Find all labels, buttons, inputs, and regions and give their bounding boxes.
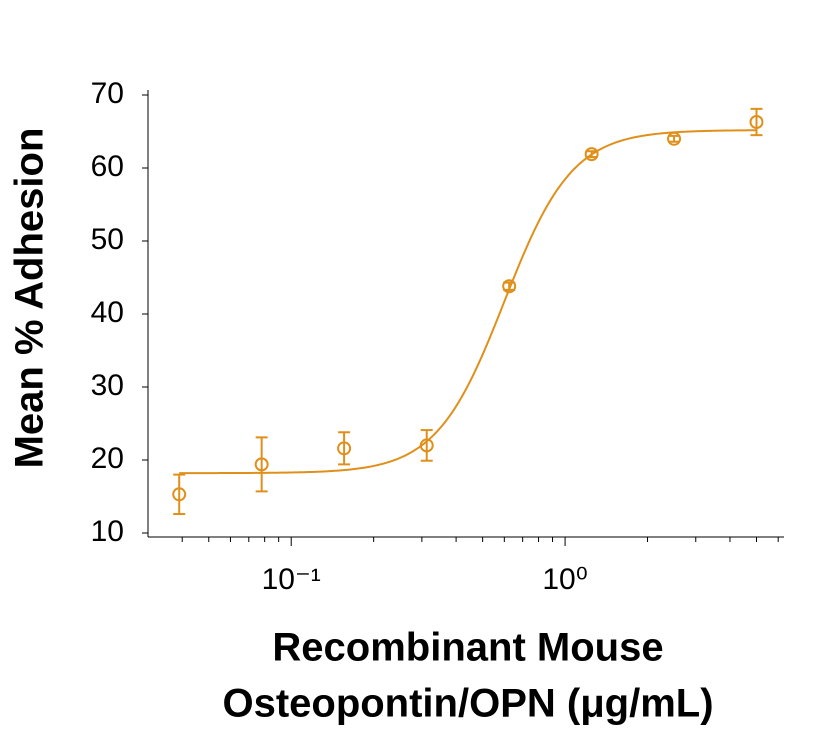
data-point bbox=[749, 115, 764, 130]
data-point bbox=[419, 438, 434, 453]
error-bar bbox=[503, 281, 516, 291]
fit-curve bbox=[179, 129, 757, 475]
data-point bbox=[172, 487, 187, 502]
y-tick-label: 70 bbox=[91, 77, 124, 110]
y-tick-label: 30 bbox=[91, 369, 124, 402]
data-point bbox=[667, 131, 682, 146]
y-tick-label: 10 bbox=[91, 515, 124, 548]
data-point bbox=[337, 441, 352, 456]
y-tick-label: 20 bbox=[91, 442, 124, 475]
data-point bbox=[254, 457, 269, 472]
error-bar bbox=[750, 107, 763, 137]
y-tick-label: 60 bbox=[91, 150, 124, 183]
error-bar bbox=[173, 473, 186, 516]
y-tick-label: 40 bbox=[91, 296, 124, 329]
x-axis-title: Osteopontin/OPN (μg/mL) bbox=[222, 682, 713, 726]
error-bar bbox=[420, 429, 433, 462]
data-point bbox=[584, 147, 599, 162]
y-axis-title: Mean % Adhesion bbox=[8, 128, 52, 469]
error-bar bbox=[585, 150, 598, 159]
x-tick-label: 10⁻¹ bbox=[262, 563, 321, 596]
x-axis-title: Recombinant Mouse bbox=[272, 626, 663, 670]
error-bar bbox=[338, 431, 351, 466]
error-bar bbox=[255, 436, 268, 493]
data-point bbox=[502, 279, 517, 294]
error-bar bbox=[668, 134, 681, 143]
x-tick-label: 10⁰ bbox=[542, 563, 587, 596]
y-tick-label: 50 bbox=[91, 223, 124, 256]
